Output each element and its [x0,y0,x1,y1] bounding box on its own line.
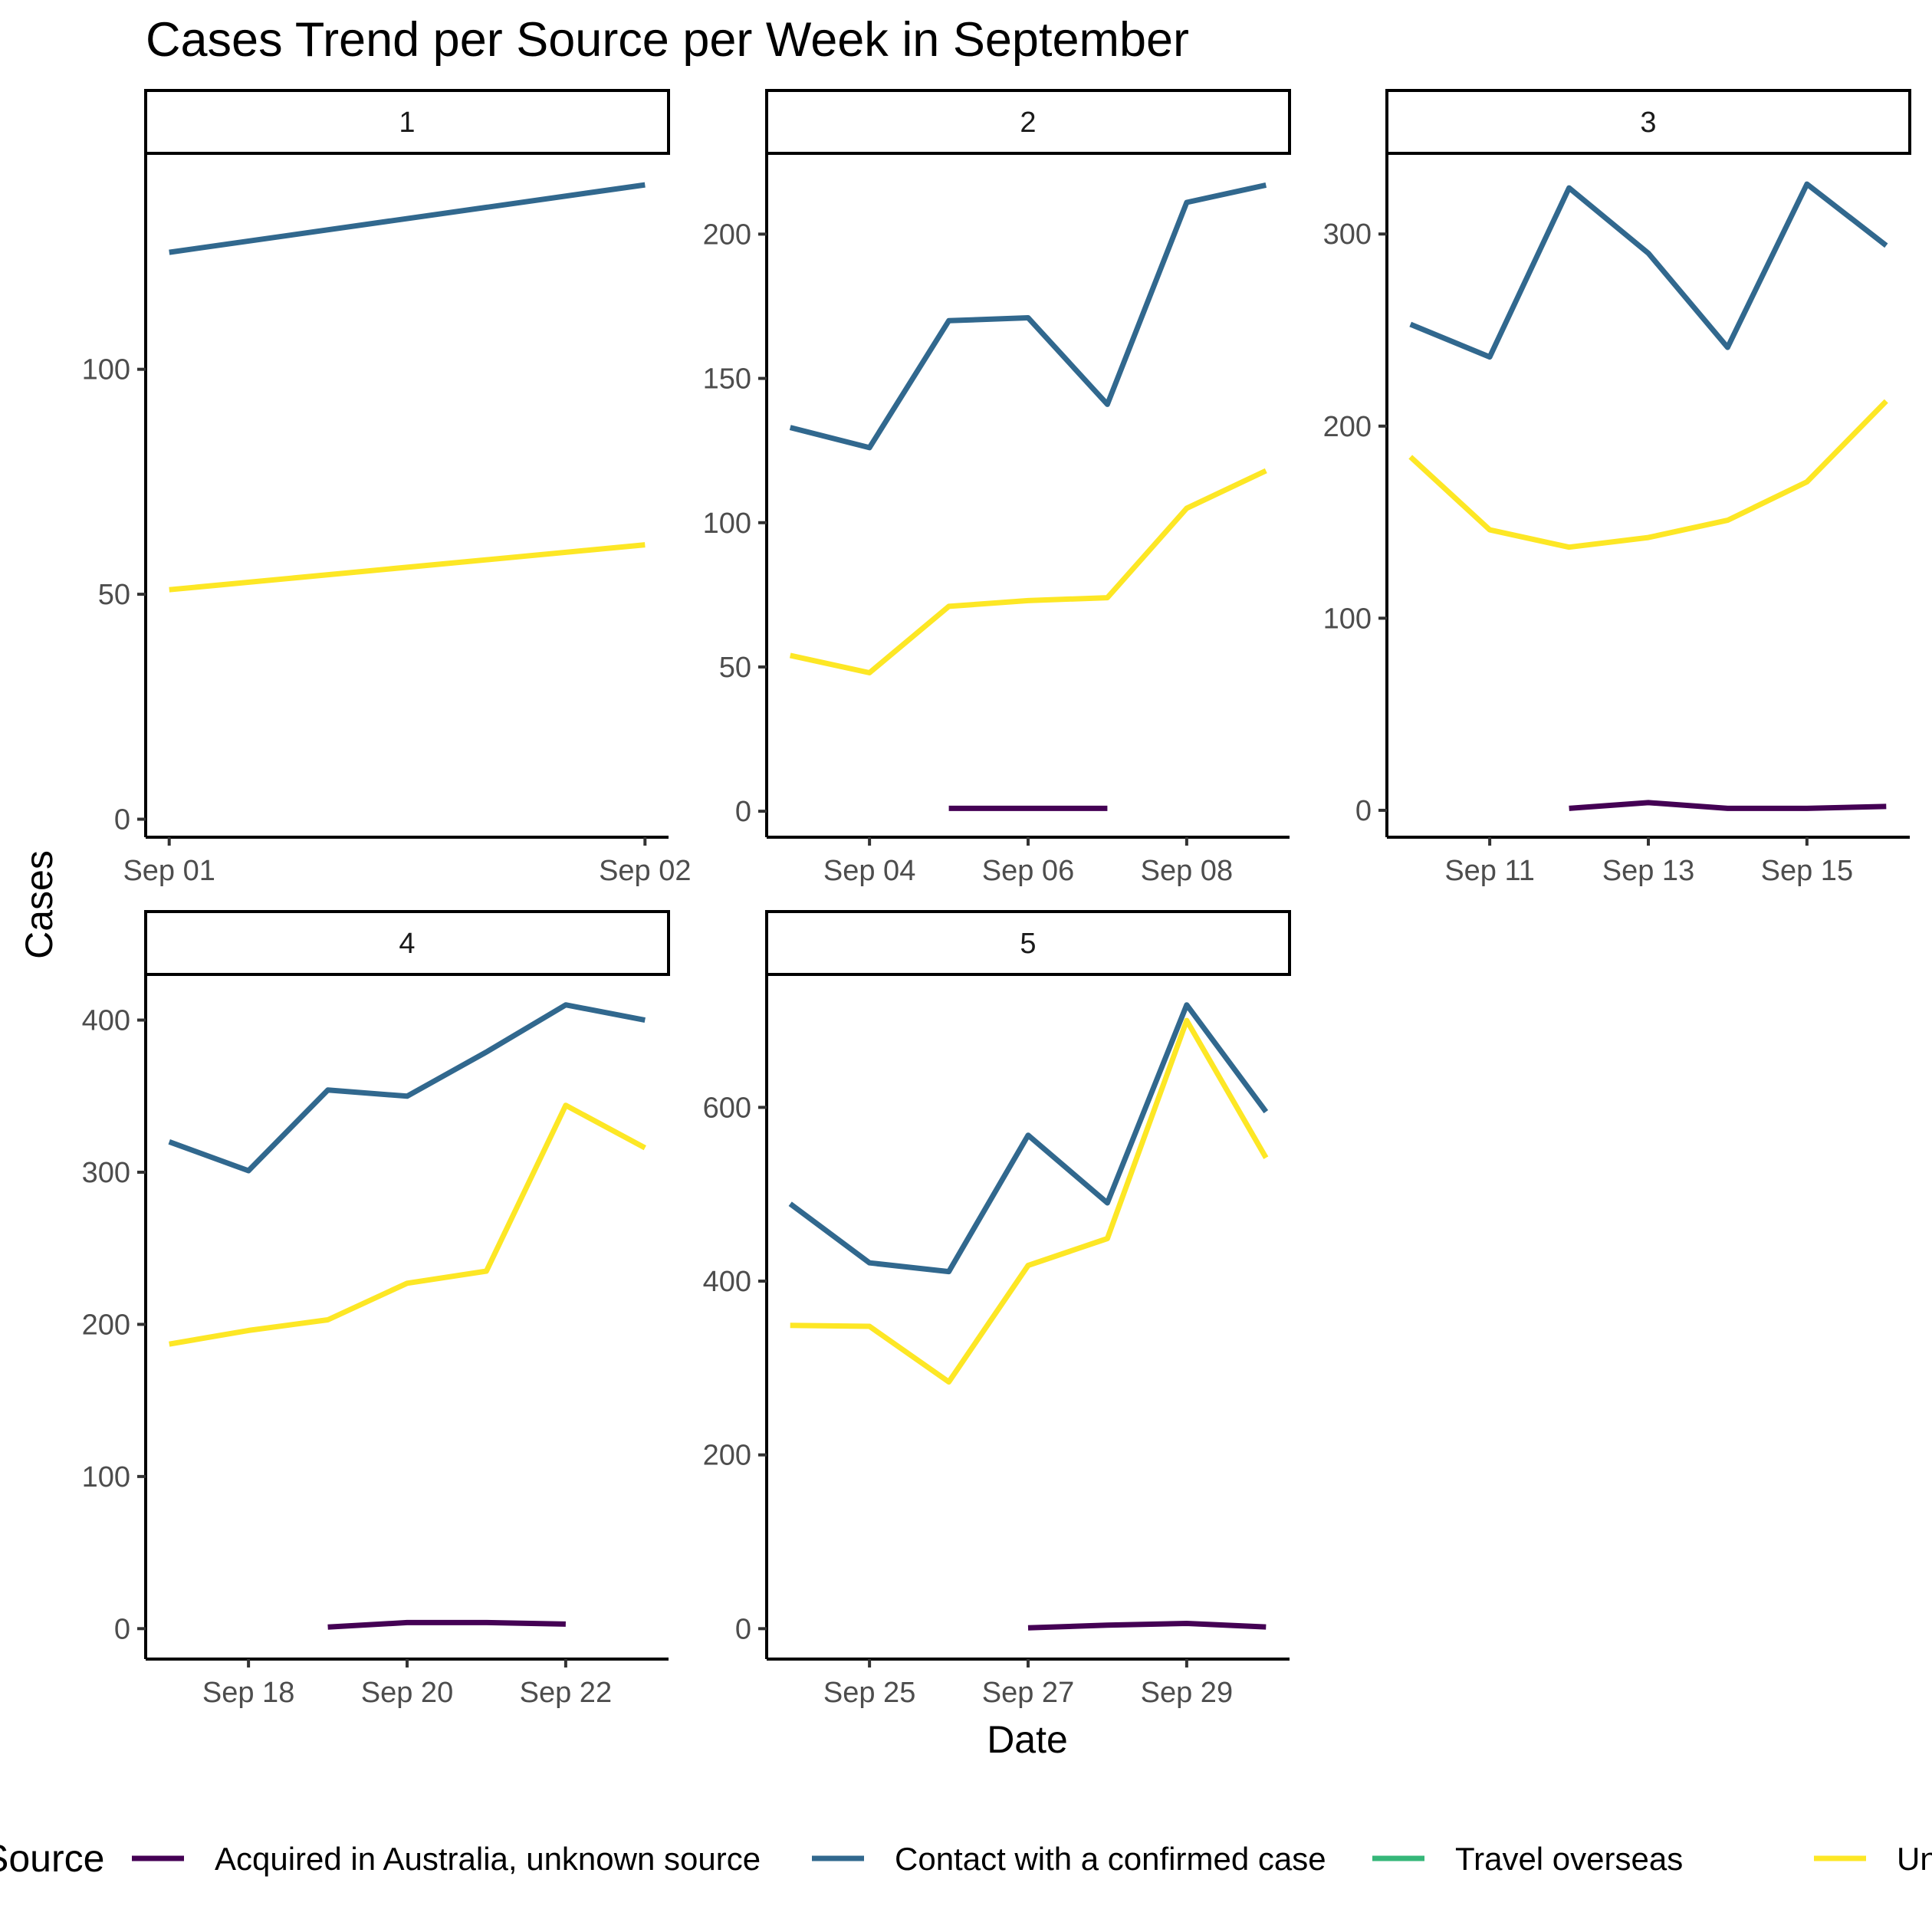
series-line-contact-with-a-confirmed-case [169,182,646,255]
legend-title: Source [0,1837,104,1880]
y-tick-label: 300 [82,1157,130,1189]
y-tick-label: 0 [735,1613,751,1645]
y-tick-label: 600 [703,1092,751,1124]
y-tick-label: 150 [703,363,751,396]
legend-item-acquired-in-australia-unknown-source: Acquired in Australia, unknown source [132,1841,761,1877]
legend-label: Under investigation [1897,1841,1932,1877]
facet-panel-1: 1 0 50 100 Sep 01 Sep 02 [82,89,692,887]
y-tick-label: 200 [82,1309,130,1341]
x-tick-label: Sep 18 [202,1677,294,1709]
y-tick-label: 200 [1323,411,1372,443]
y-tick-label: 100 [1323,603,1372,635]
legend-label: Travel overseas [1455,1841,1683,1877]
x-tick-label: Sep 04 [823,855,915,887]
x-tick-label: Sep 20 [361,1677,453,1709]
legend-label: Acquired in Australia, unknown source [215,1841,761,1877]
x-tick-label: Sep 29 [1141,1677,1233,1709]
y-tick-label: 50 [719,652,751,684]
facet-panel-2: 2 0 50 100 150 200 Sep 04 Sep 06 Sep 08 [703,89,1291,887]
facet-strip-label: 4 [399,928,415,960]
series-line-under-investigation [790,1017,1269,1385]
y-tick-label: 400 [82,1005,130,1037]
facet-strip-label: 2 [1020,107,1036,139]
series-line-contact-with-a-confirmed-case [168,1002,646,1174]
legend: Source Acquired in Australia, unknown sou… [0,1837,1932,1880]
y-tick-label: 100 [82,354,130,386]
y-tick-label: 100 [703,508,751,540]
facet-strip [144,89,670,155]
y-tick-label: 100 [82,1461,130,1493]
x-tick-label: Sep 22 [520,1677,612,1709]
facet-strip [144,910,670,976]
y-axis-title: Cases [18,850,61,959]
facet-strip [1385,89,1911,155]
facet-strip [765,89,1291,155]
series-line-acquired-in-australia-unknown-source [327,1619,566,1630]
x-axis-title: Date [987,1718,1068,1761]
facet-strip-label: 1 [399,107,415,139]
y-tick-label: 50 [98,579,130,611]
x-tick-label: Sep 11 [1444,855,1535,887]
legend-label: Contact with a confirmed case [895,1841,1326,1877]
series-line-contact-with-a-confirmed-case [789,182,1267,451]
x-tick-label: Sep 13 [1602,855,1694,887]
y-tick-label: 200 [703,1440,751,1472]
x-tick-label: Sep 27 [982,1677,1074,1709]
series-line-under-investigation [169,1102,646,1347]
x-tick-label: Sep 08 [1141,855,1233,887]
facet-panel-3: 3 0 100 200 300 Sep 11 Sep 13 Sep 15 [1323,89,1911,887]
facet-strip [765,910,1291,976]
y-tick-label: 300 [1323,219,1372,251]
series-line-contact-with-a-confirmed-case [1409,181,1888,360]
y-tick-label: 0 [114,1613,130,1645]
x-tick-label: Sep 06 [982,855,1074,887]
legend-item-travel-overseas: Travel overseas [1372,1841,1683,1877]
y-tick-label: 0 [114,804,130,836]
x-tick-label: Sep 25 [823,1677,915,1709]
series-line-acquired-in-australia-unknown-source [1569,800,1887,811]
y-tick-label: 0 [735,796,751,828]
series-line-acquired-in-australia-unknown-source [1027,1621,1267,1631]
facet-strip-label: 5 [1020,928,1036,960]
y-tick-label: 0 [1355,795,1372,827]
y-tick-label: 200 [703,219,751,251]
y-tick-label: 400 [703,1266,751,1298]
legend-item-contact-with-a-confirmed-case: Contact with a confirmed case [812,1841,1326,1877]
legend-item-under-investigation: Under investigation [1814,1841,1932,1877]
x-tick-label: Sep 01 [123,855,215,887]
series-line-under-investigation [789,468,1267,675]
facet-panel-4: 4 0 100 200 300 400 Sep 18 Sep 20 Sep 22 [82,910,670,1709]
series-line-under-investigation [1408,399,1888,550]
facet-strip-label: 3 [1640,107,1656,139]
chart-title: Cases Trend per Source per Week in Septe… [146,13,1189,67]
series-line-contact-with-a-confirmed-case [788,1002,1269,1275]
series-line-under-investigation [169,542,646,593]
facet-panel-5: 5 0 200 400 600 Sep 25 Sep 27 Sep 29 [703,910,1291,1709]
x-tick-label: Sep 15 [1761,855,1853,887]
x-tick-label: Sep 02 [599,855,691,887]
